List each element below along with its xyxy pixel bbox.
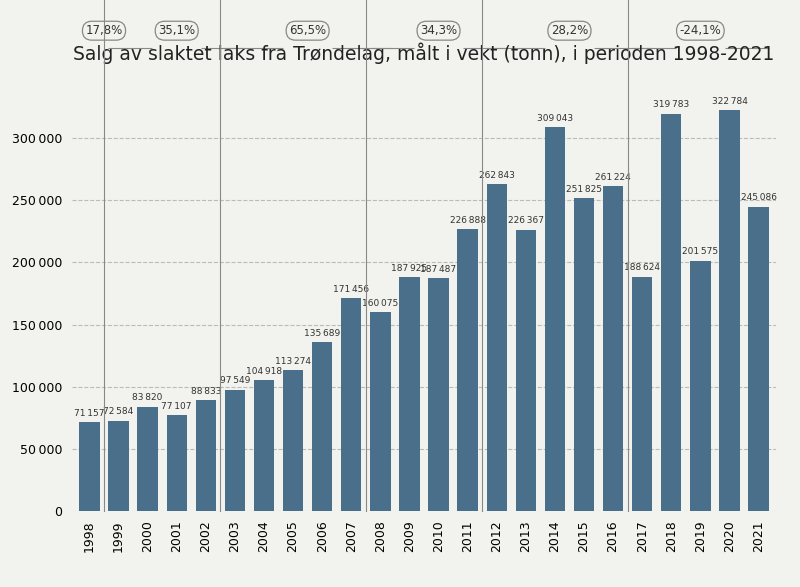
Bar — [312, 342, 332, 511]
Text: 187 925: 187 925 — [391, 264, 427, 273]
Bar — [690, 261, 710, 511]
Text: 226 367: 226 367 — [508, 217, 544, 225]
Bar — [108, 421, 129, 511]
Text: 322 784: 322 784 — [711, 97, 747, 106]
Bar — [516, 230, 536, 511]
Text: 65,5%: 65,5% — [289, 24, 326, 37]
Text: 262 843: 262 843 — [478, 171, 514, 180]
Bar — [428, 278, 449, 511]
Bar — [719, 110, 740, 511]
Text: 17,8%: 17,8% — [86, 24, 122, 37]
Bar — [79, 423, 100, 511]
Text: 104 918: 104 918 — [246, 367, 282, 376]
Bar — [632, 276, 652, 511]
Text: 261 224: 261 224 — [595, 173, 631, 182]
Text: 97 549: 97 549 — [220, 376, 250, 385]
Text: 201 575: 201 575 — [682, 247, 718, 256]
Text: 113 274: 113 274 — [275, 357, 311, 366]
Text: 88 833: 88 833 — [190, 387, 221, 396]
Bar — [196, 400, 216, 511]
Text: 187 487: 187 487 — [421, 265, 457, 274]
Bar — [486, 184, 507, 511]
Text: 245 086: 245 086 — [741, 193, 777, 202]
Text: 226 888: 226 888 — [450, 216, 486, 225]
Text: 34,3%: 34,3% — [420, 24, 457, 37]
Text: 72 584: 72 584 — [103, 407, 134, 416]
Bar — [138, 407, 158, 511]
Text: 171 456: 171 456 — [334, 285, 370, 294]
Text: 83 820: 83 820 — [133, 393, 163, 402]
Bar — [399, 278, 420, 511]
Bar — [166, 415, 187, 511]
Bar — [574, 198, 594, 511]
Text: 188 624: 188 624 — [624, 263, 660, 272]
Bar — [458, 229, 478, 511]
Text: 77 107: 77 107 — [162, 402, 192, 411]
Bar — [254, 380, 274, 511]
Text: 35,1%: 35,1% — [158, 24, 195, 37]
Text: 135 689: 135 689 — [304, 329, 340, 338]
Text: 309 043: 309 043 — [537, 114, 573, 123]
Bar — [370, 312, 390, 511]
Text: 319 783: 319 783 — [653, 100, 690, 109]
Bar — [545, 127, 565, 511]
Text: 28,2%: 28,2% — [551, 24, 588, 37]
Bar — [661, 114, 682, 511]
Bar — [225, 390, 245, 511]
Text: 160 075: 160 075 — [362, 299, 398, 308]
Bar — [341, 298, 362, 511]
Text: 71 157: 71 157 — [74, 409, 105, 418]
Bar — [283, 370, 303, 511]
Title: Salg av slaktet laks fra Trøndelag, målt i vekt (tonn), i perioden 1998-2021: Salg av slaktet laks fra Trøndelag, målt… — [74, 42, 774, 63]
Bar — [748, 207, 769, 511]
Text: 251 825: 251 825 — [566, 185, 602, 194]
Text: -24,1%: -24,1% — [679, 24, 722, 37]
Bar — [603, 187, 623, 511]
